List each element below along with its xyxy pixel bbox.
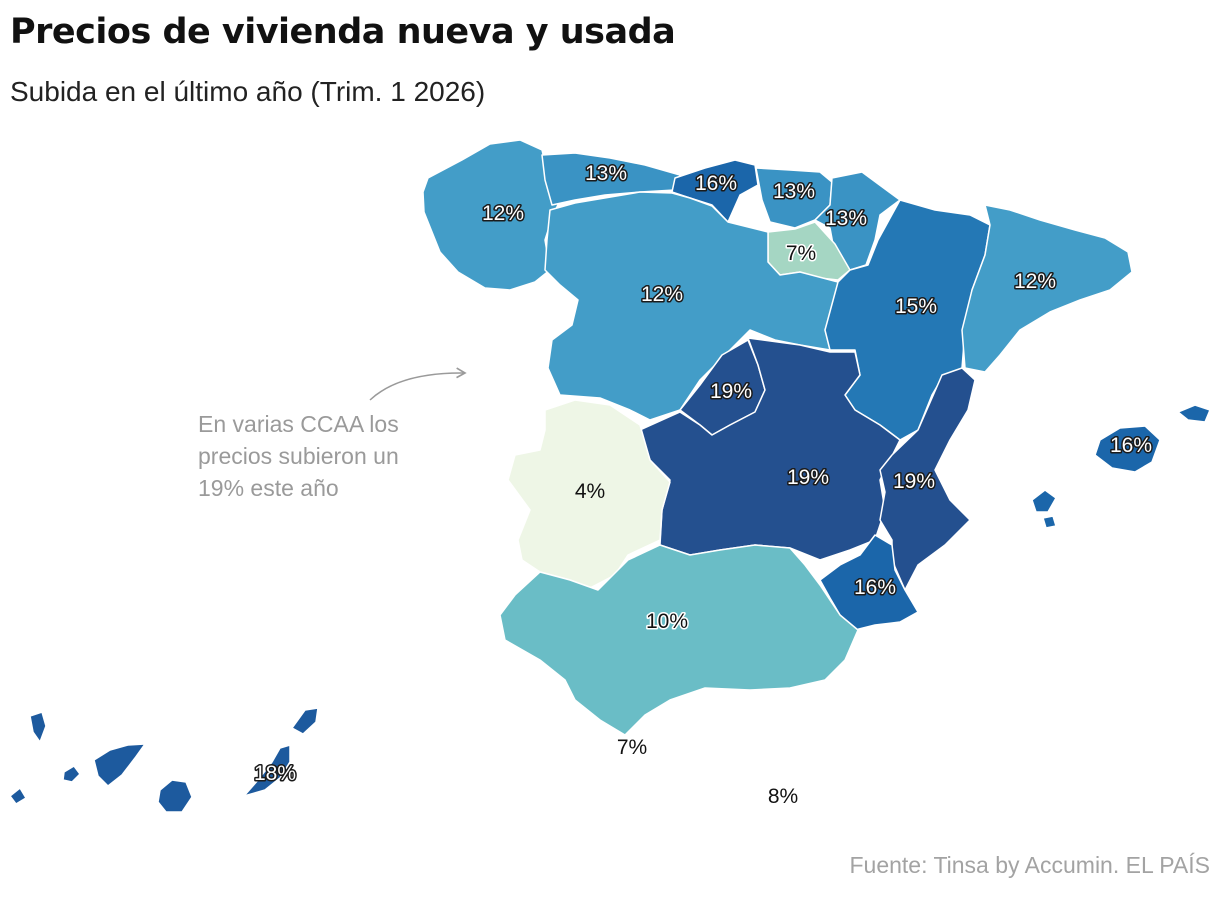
region-canarias-el-hierro	[9, 787, 27, 805]
region-label-aragon: 15%	[895, 295, 937, 318]
region-label-cataluna: 12%	[1014, 270, 1056, 293]
region-baleares-ibiza	[1031, 489, 1057, 513]
annotation-arrow	[369, 367, 467, 401]
region-canarias-tenerife	[93, 743, 146, 787]
region-canarias-gran-canaria	[157, 779, 193, 813]
region-castilla-y-leon	[544, 191, 839, 421]
region-canarias-la-gomera	[62, 765, 81, 783]
chart-title: Precios de vivienda nueva y usada	[10, 12, 676, 52]
region-murcia	[819, 534, 919, 631]
region-label-melilla: 8%	[768, 785, 798, 808]
chart-subtitle: Subida en el último año (Trim. 1 2026)	[10, 76, 486, 107]
annotation-line: En varias CCAA los	[198, 411, 399, 437]
region-label-la-rioja: 7%	[786, 242, 816, 265]
region-label-extremadura: 4%	[575, 480, 605, 503]
region-label-castilla-la-mancha: 19%	[787, 466, 829, 489]
region-labels: 12% 13% 16% 13% 13% 7% 12% 15% 12% 19% 19% 19% 4% 16%…	[252, 161, 1153, 809]
region-label-castilla-y-leon: 12%	[641, 283, 683, 306]
region-comunidad-valenciana	[879, 367, 976, 591]
region-label-galicia: 12%	[482, 202, 524, 225]
annotation-text: En varias CCAA los precios subieron un 19%…	[198, 408, 468, 504]
region-label-cantabria: 16%	[695, 172, 737, 195]
region-baleares-menorca	[1177, 404, 1211, 423]
annotation-line: 19% este año	[198, 475, 339, 501]
mainland-regions	[422, 139, 1133, 736]
region-asturias	[541, 152, 681, 206]
region-label-comunidad-valenciana: 19%	[893, 470, 935, 493]
region-label-baleares: 16%	[1110, 434, 1152, 457]
region-label-navarra: 13%	[825, 207, 867, 230]
region-cataluna	[961, 204, 1133, 373]
annotation-line: precios subieron un	[198, 443, 399, 469]
region-label-madrid: 19%	[710, 380, 752, 403]
region-baleares-mallorca	[1094, 425, 1161, 473]
region-label-pais-vasco: 13%	[773, 180, 815, 203]
region-label-murcia: 16%	[854, 576, 896, 599]
region-baleares-formentera	[1042, 515, 1057, 529]
source-note: Fuente: Tinsa by Accumin. EL PAÍS	[849, 852, 1210, 878]
baleares	[1031, 404, 1211, 529]
region-label-andalucia: 10%	[646, 610, 688, 633]
region-andalucia	[499, 544, 859, 736]
region-canarias-la-palma	[29, 711, 47, 743]
region-canarias-fuerteventura	[243, 744, 291, 797]
region-label-asturias: 13%	[585, 162, 627, 185]
region-canarias-lanzarote	[291, 707, 319, 735]
region-label-canarias: 18%	[254, 762, 296, 785]
canarias	[9, 707, 319, 813]
region-label-ceuta: 7%	[617, 736, 647, 759]
